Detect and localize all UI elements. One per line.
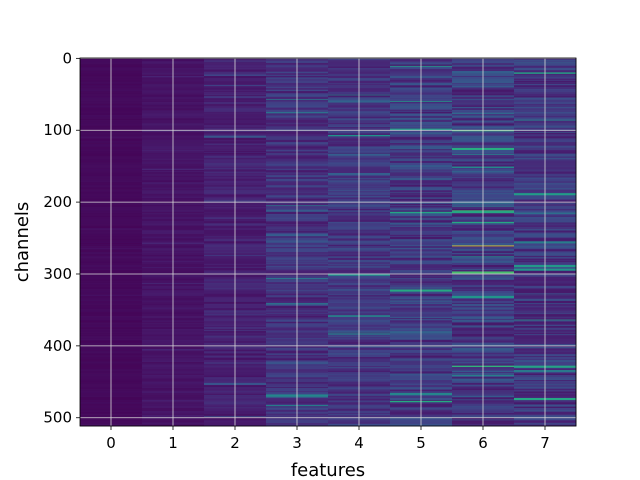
x-tick-label: 0 — [106, 434, 116, 452]
x-axis-label: features — [291, 460, 365, 480]
y-tick-label: 100 — [43, 121, 72, 139]
x-tick-label: 1 — [168, 434, 178, 452]
axes-frame — [79, 57, 577, 427]
plot-area — [80, 58, 577, 427]
x-axis: 0 1 2 3 4 5 6 7 — [106, 426, 550, 452]
y-tick-label: 500 — [43, 409, 72, 427]
x-tick-label: 5 — [416, 434, 426, 452]
y-axis-label: channels — [12, 202, 33, 283]
y-axis: 0 100 200 300 400 500 — [43, 49, 80, 427]
x-tick-label: 6 — [478, 434, 488, 452]
x-tick-label: 3 — [292, 434, 302, 452]
y-tick-label: 300 — [43, 265, 72, 283]
x-tick-label: 4 — [354, 434, 364, 452]
y-tick-label: 400 — [43, 337, 72, 355]
y-tick-label: 200 — [43, 193, 72, 211]
x-tick-label: 7 — [540, 434, 550, 452]
y-tick-label: 0 — [62, 49, 72, 67]
x-tick-label: 2 — [230, 434, 240, 452]
